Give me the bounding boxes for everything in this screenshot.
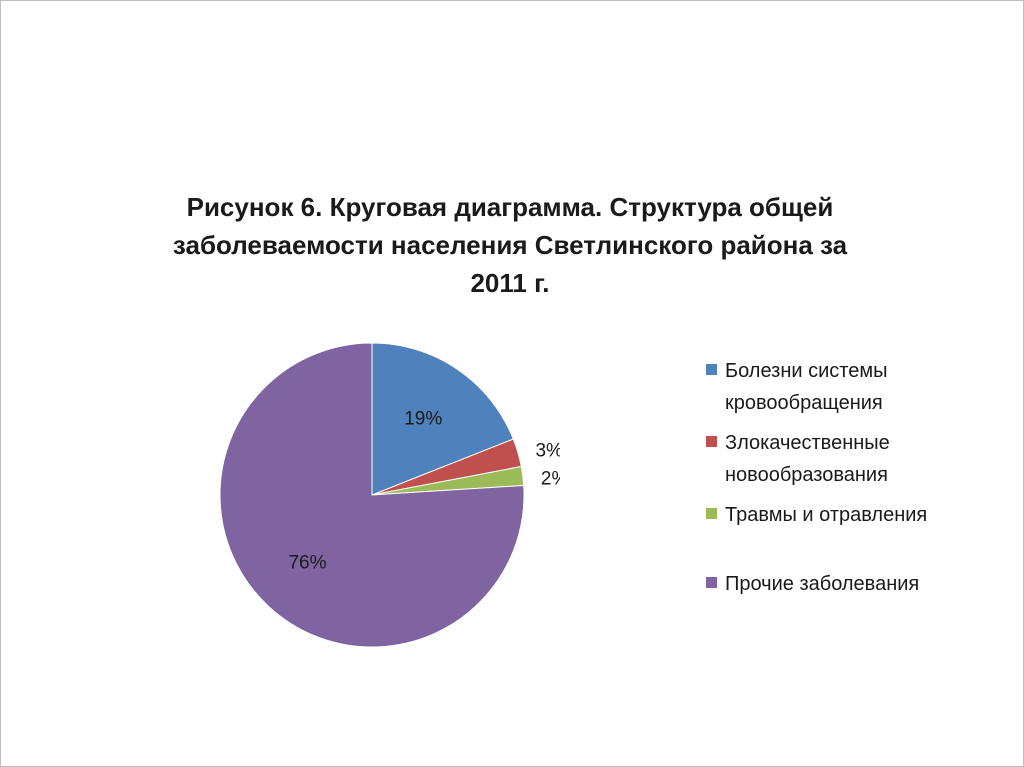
legend-label-circulatory: Болезни системы кровообращения xyxy=(725,355,985,419)
slice-label-circulatory: 19% xyxy=(404,409,442,430)
legend-label-line: Злокачественные xyxy=(725,432,890,454)
legend-label-injuries: Травмы и отравления xyxy=(725,499,985,531)
pie-slice-other xyxy=(219,342,525,648)
legend-item-circulatory: Болезни системы кровообращения xyxy=(706,355,985,419)
legend-label-line: Прочие заболевания xyxy=(725,573,920,595)
slice-label-neoplasms: 3% xyxy=(535,441,560,462)
chart-title-line-1: Рисунок 6. Круговая диаграмма. Структура… xyxy=(186,192,834,222)
slice-label-other: 76% xyxy=(288,553,326,574)
legend-item-injuries: Травмы и отравления xyxy=(706,499,985,531)
legend-swatch-neoplasms xyxy=(706,436,717,447)
legend-swatch-other xyxy=(706,577,717,588)
legend-label-other: Прочие заболевания xyxy=(725,568,985,600)
legend-label-neoplasms: Злокачественные новообразования xyxy=(725,427,985,491)
legend-swatch-injuries xyxy=(706,508,717,519)
chart-title: Рисунок 6. Круговая диаграмма. Структура… xyxy=(120,188,900,302)
pie-slice-circulatory xyxy=(371,342,514,496)
chart-title-line-2: заболеваемости населения Светлинского ра… xyxy=(172,230,848,260)
pie-chart: 19% 3% 2% 76% xyxy=(219,342,560,648)
legend-label-line: Болезни системы xyxy=(725,360,888,382)
legend-item-other: Прочие заболевания xyxy=(706,568,985,600)
legend-label-line: Травмы и отравления xyxy=(725,504,928,526)
chart-title-line-3: 2011 г. xyxy=(470,268,550,298)
slice-label-injuries: 2% xyxy=(541,469,560,490)
legend-label-line: новообразования xyxy=(725,464,888,486)
legend-swatch-circulatory xyxy=(706,364,717,375)
legend-label-line: кровообращения xyxy=(725,392,883,414)
legend-item-neoplasms: Злокачественные новообразования xyxy=(706,427,985,491)
